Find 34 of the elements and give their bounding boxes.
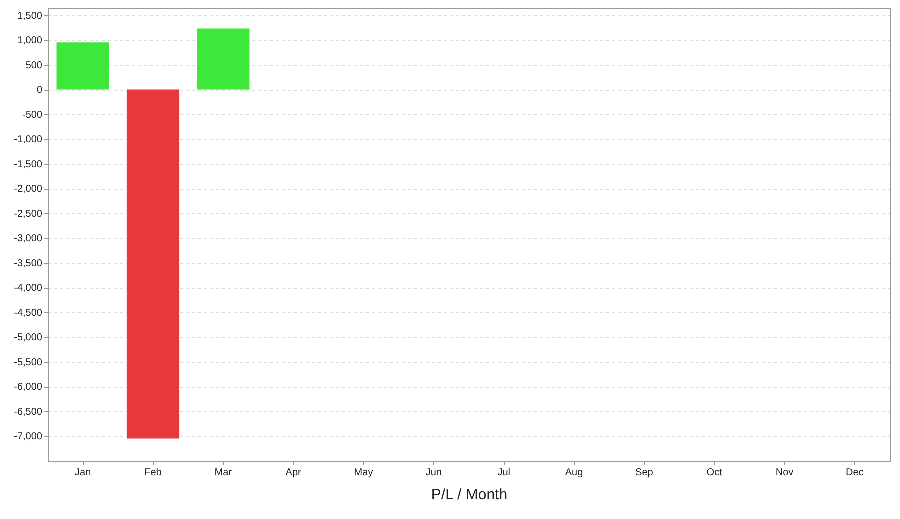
bar [56,42,110,90]
x-tick-label: Dec [846,468,864,478]
bar [126,90,180,439]
y-tick-label: 1,000 [17,36,43,47]
y-tick-label: 0 [36,85,43,96]
y-tick-label: -6,500 [14,406,43,418]
x-tick-label: Jan [75,468,92,478]
x-tick-label: Jul [498,468,510,478]
x-tick-label: Feb [144,468,162,478]
x-tick-label: Mar [214,468,233,478]
x-tick-label: Oct [706,468,723,478]
y-tick-label: -4,500 [14,308,43,319]
y-tick-label: -6,000 [14,382,43,394]
x-tick-label: Jun [426,468,442,478]
bar [197,28,250,90]
x-tick-label: Nov [776,468,794,478]
y-tick-label: 500 [26,60,43,72]
x-tick-label: May [354,468,374,478]
y-tick-label: -3,500 [14,258,43,270]
y-tick-label: -5,000 [14,332,43,344]
y-tick-label: -500 [22,110,43,121]
x-axis-title: P/L / Month [431,486,508,504]
y-tick-label: -7,000 [14,432,43,443]
x-tick-label: Apr [286,468,302,478]
y-tick-label: -2,000 [14,184,43,196]
y-tick-label: 1,500 [17,10,43,22]
y-tick-label: -5,500 [14,357,43,368]
y-tick-label: -4,000 [14,283,43,294]
y-tick-label: -1,500 [14,159,43,170]
x-tick-label: Sep [636,468,654,478]
y-tick-label: -3,000 [14,234,43,245]
y-tick-label: -1,000 [14,134,43,146]
x-tick-label: Aug [565,468,584,478]
y-tick-label: -2,500 [14,208,43,220]
